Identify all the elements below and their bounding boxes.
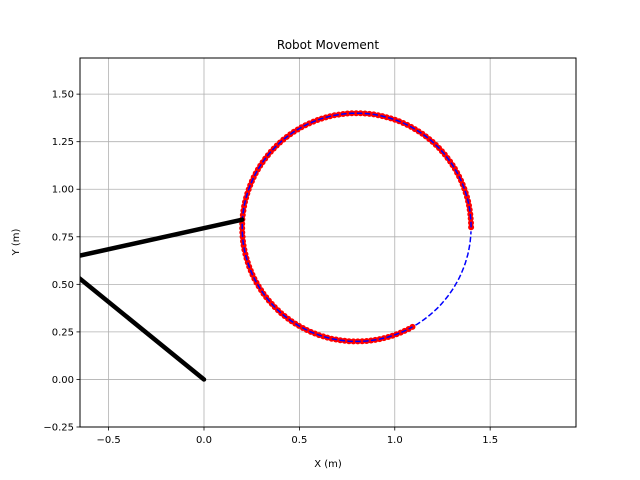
arm-link-1 [80, 275, 207, 382]
y-tick-label: −0.25 [43, 423, 74, 434]
y-tick-label: 0.50 [52, 280, 74, 291]
robot-trail [239, 110, 475, 345]
trail-point [353, 110, 360, 117]
trail-line [241, 112, 472, 343]
chart-title: Robot Movement [277, 38, 379, 52]
plot-frame [79, 57, 577, 428]
x-axis-ticks: −0.5 0.0 0.5 1.0 1.5 [96, 427, 498, 446]
trail-point [350, 338, 357, 345]
arm-link-2 [80, 217, 245, 258]
y-tick-label: 0.25 [52, 327, 74, 338]
y-tick-label: 0.75 [52, 232, 74, 243]
x-axis-label: X (m) [314, 459, 342, 470]
plot-content [80, 110, 475, 382]
x-tick-label: −0.5 [96, 435, 120, 446]
y-tick-label: 1.50 [52, 90, 74, 101]
x-tick-label: 1.5 [482, 435, 498, 446]
y-tick-label: 0.00 [52, 375, 74, 386]
grid-lines [80, 58, 576, 428]
y-axis-ticks: −0.25 0.00 0.25 0.50 0.75 1.00 1.25 1.50 [43, 90, 80, 434]
y-tick-label: 1.00 [52, 185, 74, 196]
x-tick-label: 1.0 [387, 435, 403, 446]
x-tick-label: 0.0 [196, 435, 212, 446]
trail-point [239, 212, 246, 218]
trail-point [359, 338, 366, 345]
y-axis-label: Y (m) [11, 228, 22, 256]
x-tick-label: 0.5 [291, 435, 307, 446]
y-tick-label: 1.25 [52, 137, 74, 148]
